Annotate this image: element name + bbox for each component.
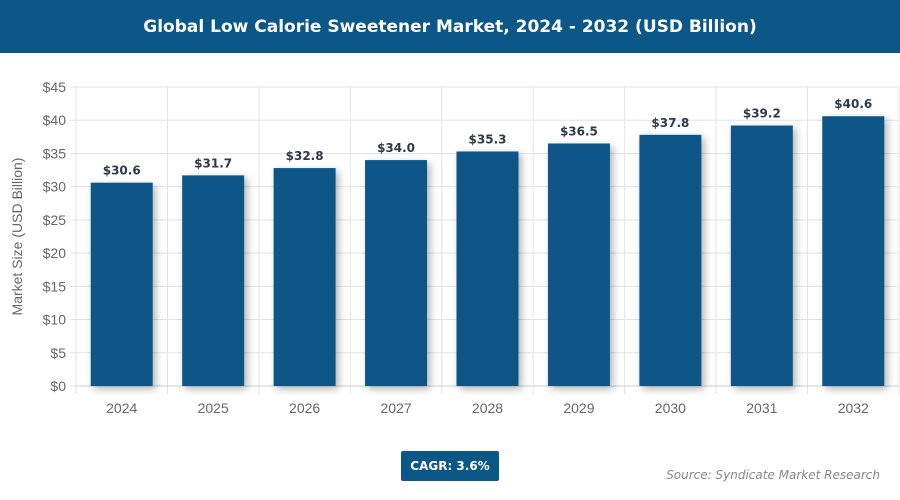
data-label: $40.6 — [834, 97, 872, 111]
data-label: $37.8 — [651, 116, 689, 130]
x-tick-label: 2026 — [289, 400, 320, 416]
y-tick-label: $15 — [43, 278, 67, 294]
y-tick-label: $25 — [43, 212, 67, 228]
bar — [547, 143, 610, 386]
x-tick-label: 2032 — [838, 400, 869, 416]
y-tick-label: $10 — [43, 312, 67, 328]
y-tick-label: $30 — [43, 179, 67, 195]
bar — [365, 160, 428, 386]
bar — [730, 125, 793, 386]
x-tick-label: 2030 — [655, 400, 686, 416]
bar-chart: $0 $5 $10 $15 $20 $25 $30 $35 $40 $45 $30.6 2024 $31… — [9, 79, 900, 416]
data-label: $39.2 — [743, 107, 781, 121]
data-label: $32.8 — [286, 149, 324, 163]
y-axis-label: Market Size (USD Billion) — [9, 158, 25, 316]
y-tick-label: $35 — [43, 145, 67, 161]
bar — [822, 116, 885, 387]
data-label: $34.0 — [377, 141, 415, 155]
bar — [182, 175, 245, 386]
y-tick-label: $20 — [43, 245, 67, 261]
data-label: $36.5 — [560, 124, 598, 138]
bar — [90, 182, 153, 386]
data-label: $35.3 — [469, 132, 507, 146]
y-tick-label: $0 — [50, 378, 66, 394]
y-tick-label: $45 — [43, 79, 67, 95]
y-tick-label: $5 — [50, 345, 66, 361]
bar — [273, 168, 336, 386]
bar — [639, 134, 702, 386]
y-tick-label: $40 — [43, 112, 67, 128]
cagr-badge: CAGR: 3.6% — [401, 451, 499, 481]
data-label: $30.6 — [103, 164, 141, 178]
x-tick-label: 2025 — [198, 400, 229, 416]
bar — [456, 151, 519, 386]
x-tick-label: 2029 — [563, 400, 594, 416]
source-note: Source: Syndicate Market Research — [666, 468, 880, 482]
data-label: $31.7 — [194, 156, 232, 170]
x-tick-label: 2027 — [380, 400, 411, 416]
x-tick-label: 2028 — [472, 400, 503, 416]
x-tick-label: 2024 — [106, 400, 137, 416]
x-tick-label: 2031 — [746, 400, 777, 416]
chart-title: Global Low Calorie Sweetener Market, 202… — [0, 0, 900, 53]
